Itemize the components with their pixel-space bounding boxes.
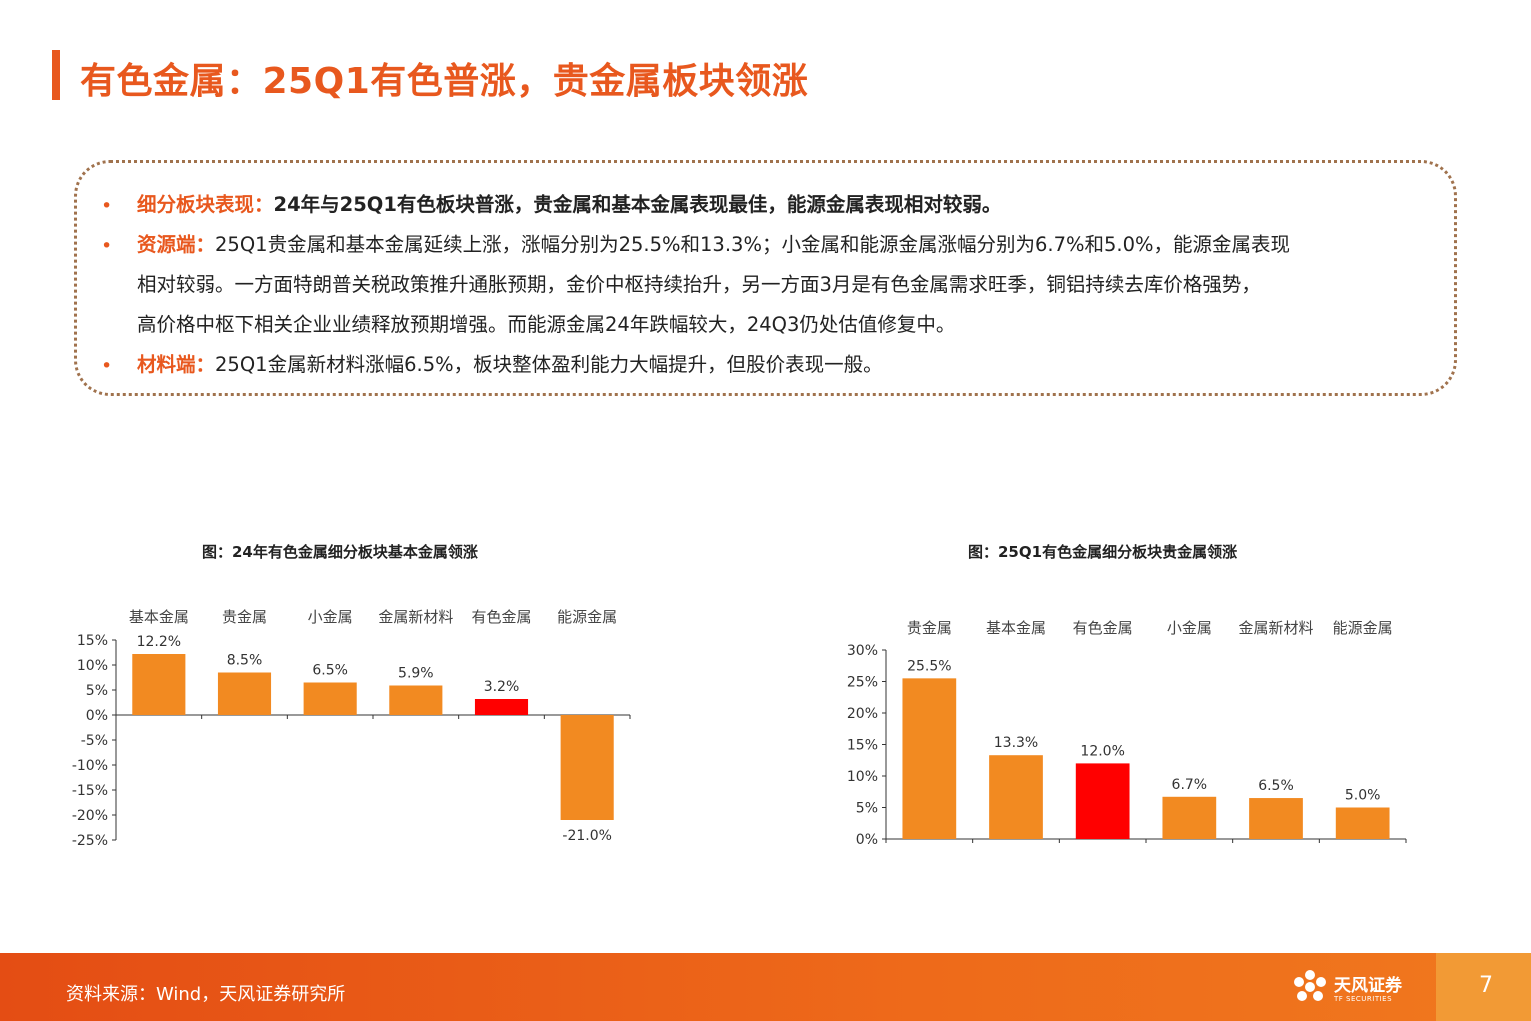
y-tick-label: 20% [847,706,878,722]
footer-bar: 资料来源：Wind，天风证券研究所 天风证券 TF SECURITIES 7 [0,953,1531,1021]
bar [389,685,443,715]
y-tick-label: -20% [72,808,108,824]
data-label: 6.5% [312,663,348,679]
y-tick-label: -15% [72,783,108,799]
chart-25q1-sectors: 30% 25% 20% 15% 10% 5% 0% 贵金属 25.5% 基本金属 13.3% 有色金属… [847,619,1407,848]
category-label: 有色金属 [1073,619,1133,637]
bar [1335,807,1390,839]
footer-source: 资料来源：Wind，天风证券研究所 [66,984,346,1005]
data-label: 3.2% [484,679,520,695]
page-number: 7 [1479,973,1493,998]
data-label: 5.0% [1345,788,1381,804]
summary-label: 材料端： [137,353,216,376]
bar [132,654,186,715]
summary-text: 25Q1金属新材料涨幅6.5%，板块整体盈利能力大幅提升，但股价表现一般。 [215,353,883,376]
logo-name: 天风证券 [1334,976,1402,996]
bar [1249,798,1303,839]
y-tick-label: -25% [72,833,108,849]
data-label: -21.0% [562,828,612,844]
data-label: 5.9% [398,666,434,682]
bar [217,672,272,715]
bar [560,715,614,820]
category-label: 金属新材料 [1238,619,1313,637]
summary-text-line: 高价格中枢下相关企业业绩释放预期增强。而能源金属24年跌幅较大，24Q3仍处估值… [137,313,956,336]
bar [474,699,529,715]
category-label: 小金属 [1167,619,1212,637]
data-label: 12.2% [137,634,181,650]
y-tick-label: 25% [847,675,878,691]
chart-2024-sectors: 15% 10% 5% 0% -5% -10% -15% -20% -25% 基本金属 12.2% 贵金… [72,608,631,849]
summary-item-performance: 细分板块表现：24年与25Q1有色板块普涨，贵金属和基本金属表现最佳，能源金属表… [137,192,1001,218]
category-label: 基本金属 [129,608,189,626]
y-tick-label: -5% [81,733,108,749]
data-label: 6.5% [1258,778,1294,794]
y-tick-label: 15% [77,633,108,649]
category-label: 小金属 [308,608,353,626]
y-tick-label: 30% [847,643,878,659]
category-label: 能源金属 [557,608,617,626]
bar [902,678,957,839]
y-tick-label: 5% [86,683,108,699]
summary-text: 25Q1贵金属和基本金属延续上涨，涨幅分别为25.5%和13.3%；小金属和能源… [215,233,1291,256]
summary-item-materials: 材料端：25Q1金属新材料涨幅6.5%，板块整体盈利能力大幅提升，但股价表现一般… [137,352,883,378]
title-accent-bar [52,50,60,100]
category-label: 金属新材料 [378,608,453,626]
y-tick-label: -10% [72,758,108,774]
category-label: 贵金属 [222,608,267,626]
summary-item-resources: 资源端：25Q1贵金属和基本金属延续上涨，涨幅分别为25.5%和13.3%；小金… [137,232,1290,258]
summary-text-line: 相对较弱。一方面特朗普关税政策推升通胀预期，金价中枢持续抬升，另一方面3月是有色… [137,273,1261,296]
company-logo: 天风证券 TF SECURITIES [1290,967,1440,1011]
y-tick-label: 0% [856,832,878,848]
summary-label: 细分板块表现： [137,193,274,216]
bullet-dot: • [101,355,113,377]
y-tick-label: 5% [856,801,878,817]
category-label: 基本金属 [986,619,1046,637]
category-label: 有色金属 [471,608,531,626]
data-label: 6.7% [1172,777,1208,793]
summary-box: • 细分板块表现：24年与25Q1有色板块普涨，贵金属和基本金属表现最佳，能源金… [74,160,1457,396]
y-tick-label: 10% [847,769,878,785]
category-label: 能源金属 [1333,619,1393,637]
bar [1075,763,1130,839]
bullet-dot: • [101,195,113,217]
bar [303,682,357,715]
data-label: 13.3% [994,735,1038,751]
summary-text: 24年与25Q1有色板块普涨，贵金属和基本金属表现最佳，能源金属表现相对较弱。 [273,193,1002,216]
data-label: 8.5% [227,653,263,669]
page-title: 有色金属：25Q1有色普涨，贵金属板块领涨 [80,61,809,102]
page-number-box [1436,953,1531,1021]
y-tick-label: 15% [847,738,878,754]
chart-1-title: 图：24年有色金属细分板块基本金属领涨 [202,543,478,561]
bar [1162,796,1217,839]
logo-subtitle: TF SECURITIES [1334,995,1393,1003]
data-label: 25.5% [907,658,951,674]
data-label: 12.0% [1080,743,1124,759]
category-label: 贵金属 [907,619,952,637]
flower-logo-icon [1294,970,1326,1001]
summary-label: 资源端： [137,233,216,256]
chart-2-title: 图：25Q1有色金属细分板块贵金属领涨 [968,543,1238,561]
y-tick-label: 0% [86,708,108,724]
y-tick-label: 10% [77,658,108,674]
bullet-dot: • [101,235,113,257]
bar [989,755,1043,839]
